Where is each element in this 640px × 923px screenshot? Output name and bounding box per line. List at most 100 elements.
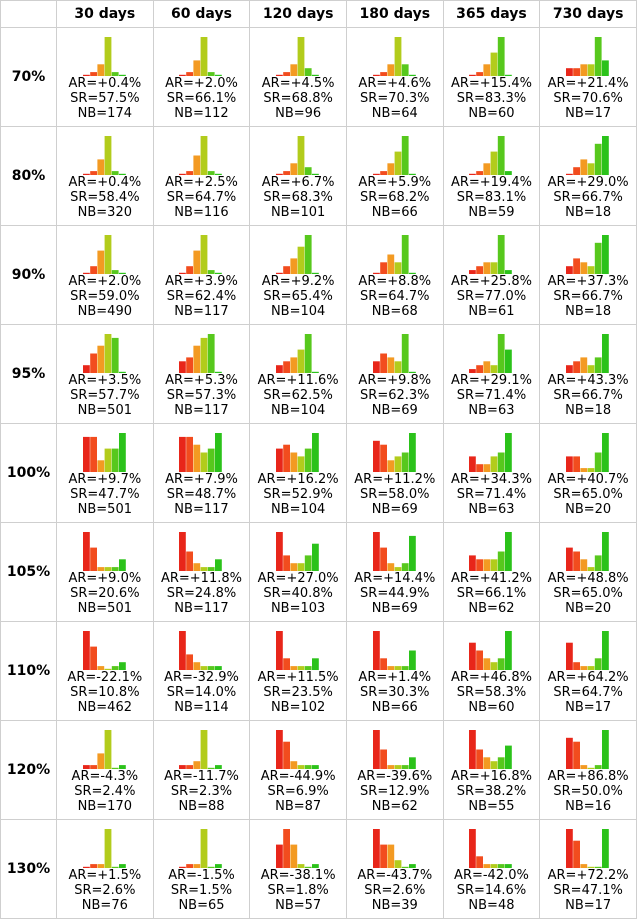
nb-value: NB=63 [468,403,515,418]
column-header: 30 days [56,0,154,28]
grid-cell: AR=+19.4% SR=83.1% NB=59 [442,126,541,226]
ar-value: AR=+21.4% [547,76,629,91]
histogram-bar [208,72,216,76]
histogram-bar [587,365,595,373]
histogram-bar [297,765,305,769]
grid-cell: AR=+40.7% SR=65.0% NB=20 [539,423,637,523]
histogram-bar [283,741,291,769]
grid-row: 110% AR=-22.1% SR=10.8% NB=462 AR=-32.9% SR=1… [0,621,637,721]
nb-value: NB=102 [270,700,326,715]
column-header-row: 30 days 60 days 120 days 180 days 365 days 73… [0,0,637,28]
histogram-bar [276,365,283,373]
ar-value: AR=-4.3% [71,769,139,784]
grid-cell: AR=+86.8% SR=50.0% NB=16 [539,720,637,820]
histogram-bar [97,567,105,571]
histogram-bar [387,357,394,373]
histogram-bar [283,266,291,274]
histogram-bar [104,668,112,670]
histogram-bar [104,136,112,175]
mini-histogram [566,829,609,868]
histogram-bar [387,460,394,472]
histogram-bar [193,60,201,76]
histogram-bar [498,551,506,571]
histogram-bar [505,631,513,670]
histogram-bar [566,173,573,175]
histogram-bar [215,433,223,472]
sr-value: SR=58.4% [70,190,140,205]
sr-value: SR=83.3% [456,91,527,106]
histogram-bar [580,262,588,274]
histogram-bar [566,737,573,769]
histogram-bar [498,452,506,472]
mini-histogram [276,433,319,472]
histogram-bar [208,171,216,175]
histogram-bar [179,361,187,373]
grid-cell: AR=+0.4% SR=58.4% NB=320 [56,126,154,226]
ar-value: AR=+3.9% [165,274,238,289]
histogram-bar [379,749,387,769]
histogram-bar [372,272,380,274]
nb-value: NB=87 [275,799,322,814]
grid-cell: AR=-39.6% SR=12.9% NB=62 [345,720,444,820]
histogram-bar [566,456,573,472]
grid-row: 80% AR=+0.4% SR=58.4% NB=320 AR=+2.5% SR=64.7… [0,126,637,226]
grid-cell: AR=+9.0% SR=20.6% NB=501 [56,522,154,622]
ar-value: AR=+64.2% [547,670,629,685]
column-header: 730 days [539,0,637,28]
histogram-bar [297,37,305,76]
ar-value: AR=-42.0% [454,868,529,883]
ar-value: AR=+11.5% [257,670,339,685]
histogram-bar [297,349,305,373]
histogram-bar [372,829,380,868]
histogram-bar [491,262,498,274]
histogram-bar [118,433,126,472]
histogram-bar [90,547,97,571]
mini-histogram [276,235,319,274]
histogram-bar [304,334,312,373]
grid-cell: AR=-32.9% SR=14.0% NB=114 [152,621,251,721]
nb-value: NB=66 [371,205,418,220]
histogram-bar [602,829,609,868]
row-header: 95% [0,324,57,424]
nb-value: NB=462 [77,700,132,715]
mini-histogram [276,334,319,373]
histogram-bar [408,371,416,373]
histogram-bar [111,567,119,571]
mini-histogram [276,730,319,769]
nb-value: NB=18 [565,403,612,418]
sr-value: SR=20.6% [70,586,140,601]
histogram-bar [594,242,602,274]
nb-value: NB=64 [371,106,418,121]
histogram-bar [469,555,477,571]
ar-value: AR=+1.4% [358,670,432,685]
histogram-bar [193,662,201,670]
histogram-bar [379,262,387,274]
nb-value: NB=39 [371,898,418,913]
histogram-bar [186,266,194,274]
mini-histogram [82,37,126,76]
histogram-bar [290,452,298,472]
histogram-bar [312,74,319,76]
histogram-bar [111,337,119,373]
histogram-bar [97,666,105,670]
histogram-bar [104,829,112,868]
histogram-bar [491,864,498,868]
grid-cell: AR=+8.8% SR=64.7% NB=68 [345,225,444,325]
histogram-bar [304,666,312,670]
histogram-bar [379,844,387,868]
sr-value: SR=38.2% [456,784,527,799]
histogram-bar [401,866,409,868]
histogram-bar [372,631,380,670]
ar-value: AR=-43.7% [357,868,433,883]
nb-value: NB=114 [174,700,229,715]
ar-value: AR=-38.1% [260,868,336,883]
sr-value: SR=40.8% [263,586,333,601]
histogram-bar [483,559,491,571]
histogram-bar [186,72,194,76]
histogram-bar [186,357,194,373]
histogram-bar [401,334,409,373]
sr-value: SR=64.7% [360,289,430,304]
histogram-bar [97,64,105,76]
histogram-bar [469,642,477,670]
histogram-bar [476,266,484,274]
